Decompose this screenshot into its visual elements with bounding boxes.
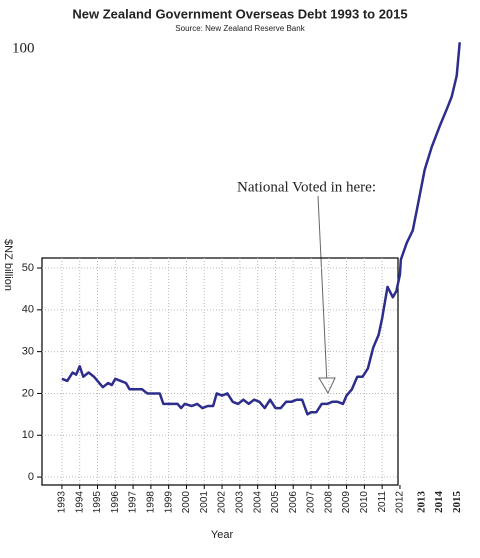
y-tick-label: 20 <box>22 387 34 399</box>
chart-subtitle: Source: New Zealand Reserve Bank <box>175 24 305 33</box>
x-tick-label: 2009 <box>341 491 352 514</box>
x-tick-label: 2007 <box>306 491 317 514</box>
x-tick-label: 1993 <box>57 491 68 514</box>
x-tick-label: 2000 <box>181 491 192 514</box>
x-tick-label: 2005 <box>270 491 281 514</box>
x-tick-label: 2004 <box>252 491 263 514</box>
x-tick-label: 2012 <box>395 491 406 514</box>
x-axis-label: Year <box>211 529 234 541</box>
x-tick-label: 2011 <box>377 491 388 513</box>
debt-line <box>61 42 461 416</box>
x-tick-label: 1994 <box>74 491 85 514</box>
x-tick-label: 1995 <box>92 491 103 514</box>
extra-y-label: 100 <box>12 40 35 56</box>
y-axis-label: $NZ billion <box>2 239 14 291</box>
x-tick-label: 2003 <box>234 491 245 514</box>
extra-x-tick-label: 2014 <box>433 491 445 514</box>
x-tick-label: 2006 <box>288 491 299 514</box>
y-tick-label: 50 <box>22 262 34 274</box>
y-tick-label: 0 <box>28 471 34 483</box>
x-tick-label: 1998 <box>146 491 157 514</box>
extra-x-tick-label: 2015 <box>451 491 463 514</box>
annotation-arrow <box>317 195 328 385</box>
plot-frame <box>41 257 399 486</box>
y-tick-label: 30 <box>22 346 34 358</box>
extra-x-tick-label: 2013 <box>415 491 427 514</box>
x-tick-label: 1996 <box>110 491 121 514</box>
x-tick-label: 2008 <box>323 491 334 514</box>
chart-title: New Zealand Government Overseas Debt 199… <box>72 6 407 21</box>
x-tick-label: 1997 <box>128 491 139 514</box>
x-tick-label: 2002 <box>217 491 228 514</box>
arrow-head <box>318 377 336 395</box>
y-tick-label: 10 <box>22 429 34 441</box>
x-tick-label: 1999 <box>163 491 174 514</box>
x-tick-label: 2010 <box>359 491 370 514</box>
annotation: National Voted in here: <box>237 179 376 195</box>
y-tick-label: 40 <box>22 304 34 316</box>
x-tick-label: 2001 <box>199 491 210 514</box>
